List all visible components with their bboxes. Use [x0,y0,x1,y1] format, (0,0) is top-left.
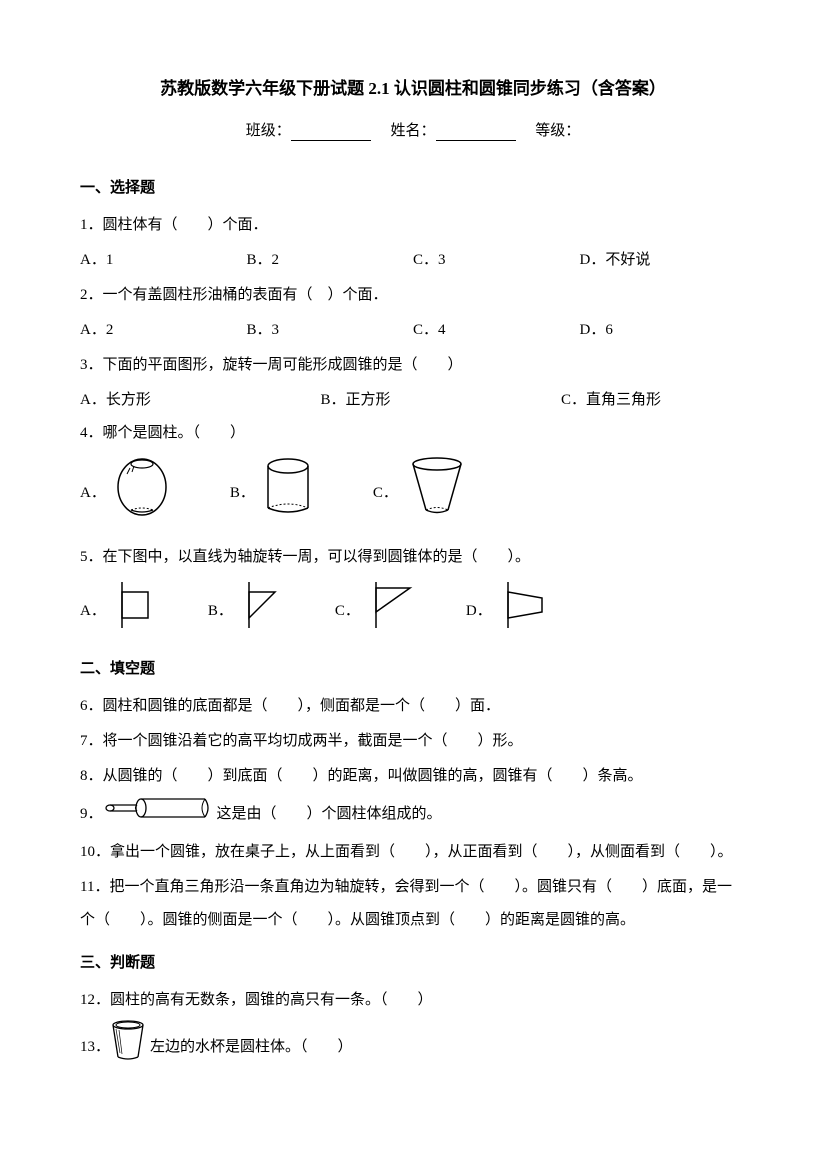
q4-text: 4．哪个是圆柱。（ ） [80,417,746,450]
q2-text: 2．一个有盖圆柱形油桶的表面有（ ）个面． [80,279,746,312]
class-blank [291,123,371,141]
q5-opt-b-label: B． [208,595,233,628]
q1-opt-d: D．不好说 [580,244,747,277]
q4-opt-c-label: C． [373,477,398,510]
triangle-down-rotate-icon [241,580,285,643]
q5-opt-a-label: A． [80,595,106,628]
q4-opt-a-label: A． [80,477,106,510]
square-rotate-icon [114,580,158,643]
cone-frustum-icon [406,456,468,531]
q11-text: 11．把一个直角三角形沿一条直角边为轴旋转，会得到一个（ ）。圆锥只有（ ）底面… [80,871,746,937]
q5-figures: A． B． C． D． [80,580,746,643]
q3-opt-a: A．长方形 [80,384,321,417]
q2-opt-d: D．6 [580,314,747,347]
q4-figures: A． B． C． [80,456,746,531]
class-label: 班级： [246,123,291,139]
q13-suffix: 左边的水杯是圆柱体。（ ） [150,1031,353,1064]
q13-prefix: 13． [80,1031,110,1064]
q8-text: 8．从圆锥的（ ）到底面（ ）的距离，叫做圆锥的高，圆锥有（ ）条高。 [80,760,746,793]
q1-options: A．1 B．2 C．3 D．不好说 [80,244,746,277]
q5-opt-c-label: C． [335,595,360,628]
q2-options: A．2 B．3 C．4 D．6 [80,314,746,347]
q3-text: 3．下面的平面图形，旋转一周可能形成圆锥的是（ ） [80,349,746,382]
section-2-title: 二、填空题 [80,653,746,686]
q3-opt-c: C．直角三角形 [561,384,746,417]
name-label: 姓名： [390,123,435,139]
triangle-acute-rotate-icon [368,580,416,643]
q9: 9． 这是由（ ）个圆柱体组成的。 [80,795,746,834]
q2-opt-c: C．4 [413,314,580,347]
rolling-pin-icon [103,795,213,834]
cup-icon [110,1019,146,1076]
q4-opt-b-label: B． [230,477,255,510]
q2-opt-b: B．3 [247,314,414,347]
q2-opt-a: A．2 [80,314,247,347]
q5-text: 5．在下图中，以直线为轴旋转一周，可以得到圆锥体的是（ ）。 [80,541,746,574]
q9-prefix: 9． [80,798,103,831]
section-1-title: 一、选择题 [80,172,746,205]
page-title: 苏教版数学六年级下册试题 2.1 认识圆柱和圆锥同步练习（含答案） [80,70,746,107]
q3-options: A．长方形 B．正方形 C．直角三角形 [80,384,746,417]
q9-suffix: 这是由（ ）个圆柱体组成的。 [217,798,442,831]
q5-opt-d-label: D． [466,595,492,628]
q13: 13． 左边的水杯是圆柱体。（ ） [80,1019,746,1076]
grade-label: 等级： [535,123,580,139]
q1-opt-a: A．1 [80,244,247,277]
section-3-title: 三、判断题 [80,947,746,980]
q12-text: 12．圆柱的高有无数条，圆锥的高只有一条。（ ） [80,984,746,1017]
header-fields: 班级： 姓名： 等级： [80,115,746,148]
cylinder-icon [263,456,313,531]
q1-opt-c: C．3 [413,244,580,277]
sphere-icon [114,456,170,531]
q10-text: 10．拿出一个圆锥，放在桌子上，从上面看到（ ），从正面看到（ ），从侧面看到（… [80,836,746,869]
trapezoid-rotate-icon [500,580,548,643]
q1-text: 1．圆柱体有（ ）个面． [80,209,746,242]
q3-opt-b: B．正方形 [321,384,562,417]
name-blank [436,123,516,141]
q7-text: 7．将一个圆锥沿着它的高平均切成两半，截面是一个（ ）形。 [80,725,746,758]
q6-text: 6．圆柱和圆锥的底面都是（ ），侧面都是一个（ ）面． [80,690,746,723]
q1-opt-b: B．2 [247,244,414,277]
